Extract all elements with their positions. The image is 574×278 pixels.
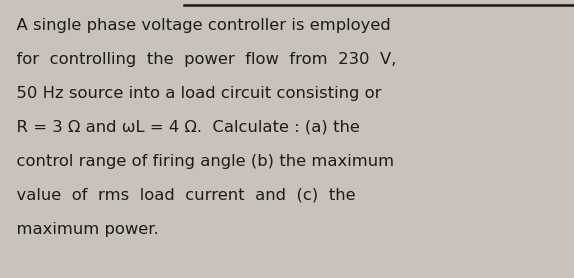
Text: 50 Hz source into a load circuit consisting or: 50 Hz source into a load circuit consist… (6, 86, 381, 101)
Text: R = 3 Ω and ωL = 4 Ω.  Calculate : (a) the: R = 3 Ω and ωL = 4 Ω. Calculate : (a) th… (6, 120, 360, 135)
Text: maximum power.: maximum power. (6, 222, 158, 237)
Text: for  controlling  the  power  flow  from  230  V,: for controlling the power flow from 230 … (6, 52, 396, 67)
Text: value  of  rms  load  current  and  (c)  the: value of rms load current and (c) the (6, 188, 355, 203)
Text: control range of firing angle (b) the maximum: control range of firing angle (b) the ma… (6, 154, 394, 169)
Text: A single phase voltage controller is employed: A single phase voltage controller is emp… (6, 18, 390, 33)
